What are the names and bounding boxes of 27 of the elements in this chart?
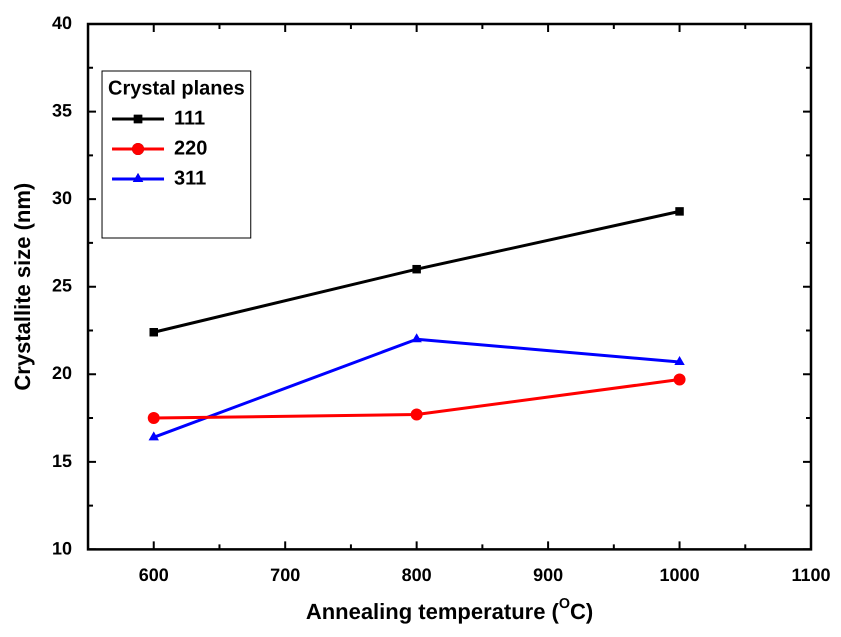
x-tick-label: 1100 <box>791 565 831 586</box>
x-tick-label: 800 <box>402 565 432 586</box>
x-tick-label: 700 <box>270 565 300 586</box>
point <box>412 264 421 274</box>
x-tick-label: 900 <box>533 565 564 586</box>
y-tick-label: 10 <box>52 538 72 558</box>
y-tick-label: 20 <box>52 363 72 384</box>
y-tick-label: 15 <box>52 450 72 471</box>
legend-label: 111 <box>174 108 206 130</box>
y-tick-label: 25 <box>52 276 72 296</box>
y-tick-label: 35 <box>52 100 72 121</box>
point <box>674 356 685 366</box>
point <box>675 207 684 216</box>
point <box>150 328 158 336</box>
legend-label: 220 <box>174 138 208 160</box>
legend-title: Crystal planes <box>108 78 245 100</box>
point <box>410 408 423 421</box>
point <box>411 333 422 342</box>
x-tick-label: 600 <box>138 565 169 586</box>
point <box>148 431 159 440</box>
y-tick-label: 30 <box>52 188 72 208</box>
x-tick-label: 1000 <box>660 565 700 586</box>
point <box>674 374 686 386</box>
legend-label: 311 <box>174 168 206 190</box>
y-tick-label: 40 <box>52 12 72 33</box>
y-axis-title: Crystallite size (nm) <box>10 182 36 391</box>
point <box>148 412 160 424</box>
